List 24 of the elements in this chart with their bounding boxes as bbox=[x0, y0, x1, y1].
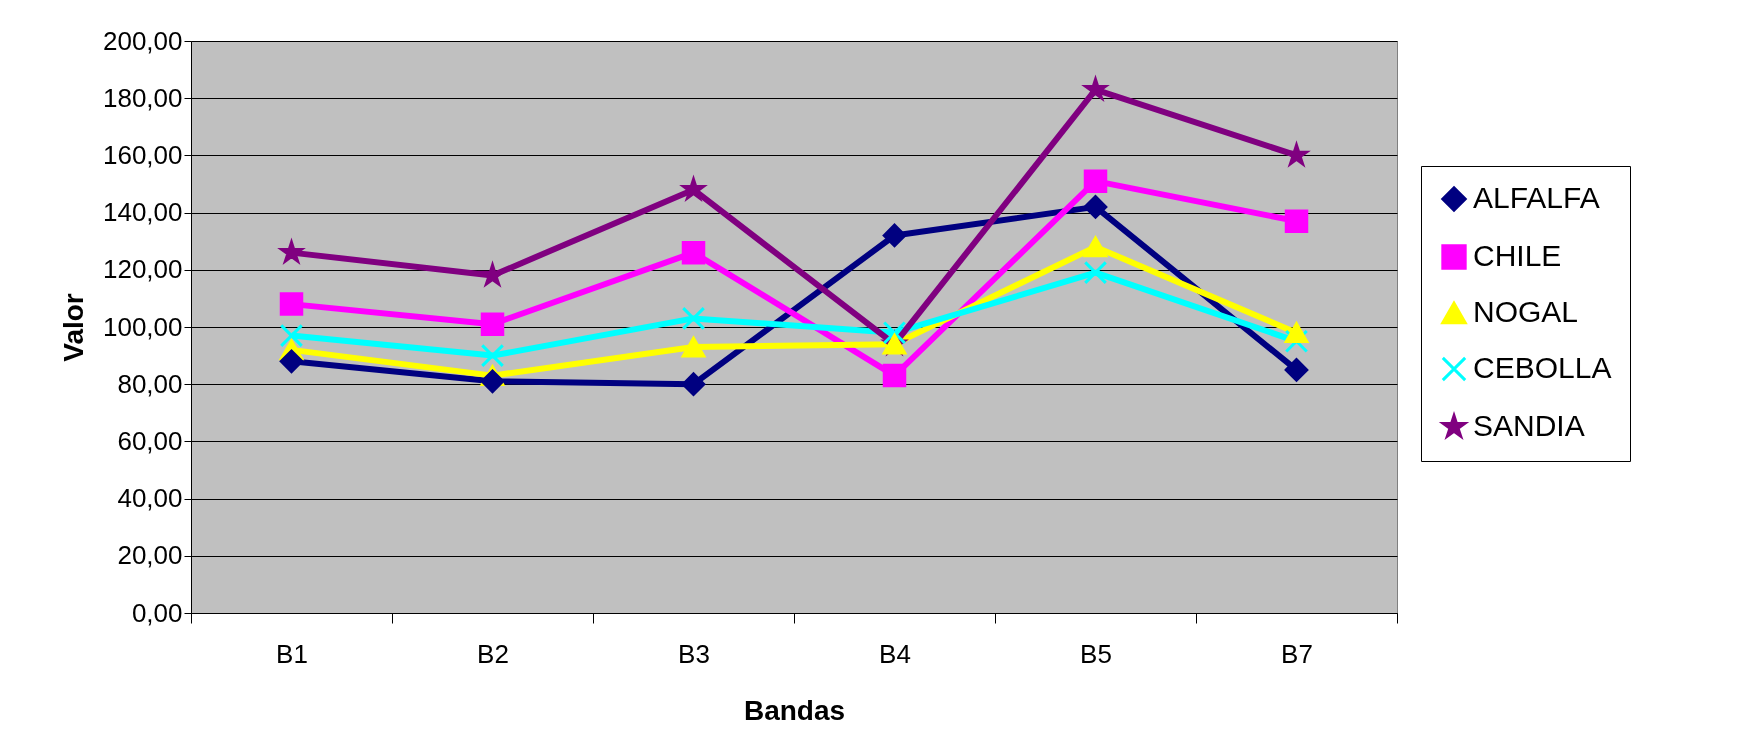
legend-label: NOGAL bbox=[1473, 295, 1579, 328]
x-tick-label: B7 bbox=[1281, 638, 1313, 669]
x-tick-label: B2 bbox=[477, 638, 509, 669]
x-axis-title: Bandas bbox=[743, 694, 846, 726]
legend-label: ALFALFA bbox=[1473, 181, 1600, 214]
x-tick-label: B3 bbox=[678, 638, 710, 669]
x-tick-label: B1 bbox=[276, 638, 308, 669]
legend-label: CEBOLLA bbox=[1473, 351, 1612, 384]
y-axis-title: Valor bbox=[57, 293, 89, 362]
x-tick-label: B5 bbox=[1080, 638, 1112, 669]
y-tick-label: 120,00 bbox=[102, 254, 183, 285]
y-tick-label: 160,00 bbox=[102, 139, 183, 170]
y-tick-label: 80,00 bbox=[117, 368, 183, 399]
legend-label: SANDIA bbox=[1473, 409, 1585, 442]
y-tick-label: 0,00 bbox=[131, 597, 183, 628]
y-tick-label: 40,00 bbox=[117, 483, 183, 514]
y-tick-label: 60,00 bbox=[117, 425, 183, 456]
y-tick-label: 180,00 bbox=[102, 82, 183, 113]
y-tick-label: 20,00 bbox=[117, 540, 183, 571]
y-tick-label: 140,00 bbox=[102, 197, 183, 228]
y-tick-label: 200,00 bbox=[102, 25, 183, 56]
x-tick-label: B4 bbox=[879, 638, 911, 669]
y-tick-label: 100,00 bbox=[102, 311, 183, 342]
legend-label: CHILE bbox=[1473, 239, 1562, 272]
